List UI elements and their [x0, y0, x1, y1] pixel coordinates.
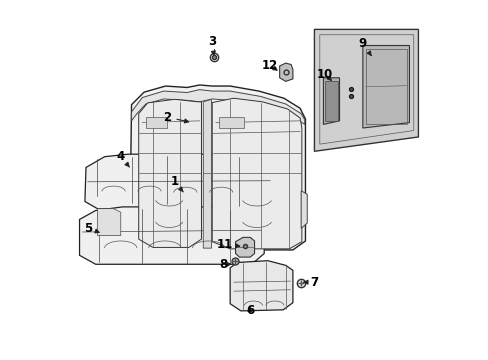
- Polygon shape: [203, 100, 211, 248]
- Polygon shape: [85, 154, 271, 209]
- Polygon shape: [314, 30, 418, 151]
- Text: 12: 12: [261, 59, 277, 72]
- Polygon shape: [362, 45, 408, 128]
- Text: 10: 10: [316, 68, 333, 81]
- Polygon shape: [80, 207, 264, 264]
- Text: 7: 7: [304, 276, 318, 289]
- Polygon shape: [279, 63, 292, 81]
- Polygon shape: [139, 99, 201, 247]
- Polygon shape: [212, 98, 301, 249]
- Polygon shape: [129, 85, 305, 250]
- Text: 3: 3: [208, 35, 216, 55]
- Text: 4: 4: [117, 150, 129, 167]
- Text: 1: 1: [170, 175, 183, 192]
- Text: 11: 11: [216, 238, 239, 251]
- Text: 5: 5: [84, 222, 99, 235]
- Polygon shape: [97, 209, 121, 235]
- Bar: [325, 81, 337, 121]
- Bar: [219, 117, 244, 128]
- Text: 2: 2: [163, 111, 188, 124]
- Text: 8: 8: [219, 258, 230, 271]
- Polygon shape: [131, 90, 304, 125]
- Text: 9: 9: [358, 37, 370, 55]
- Bar: [145, 117, 167, 128]
- Polygon shape: [235, 237, 254, 257]
- Text: 6: 6: [245, 305, 253, 318]
- Bar: [365, 49, 406, 124]
- Polygon shape: [301, 191, 306, 228]
- Polygon shape: [230, 261, 292, 311]
- Polygon shape: [323, 78, 339, 125]
